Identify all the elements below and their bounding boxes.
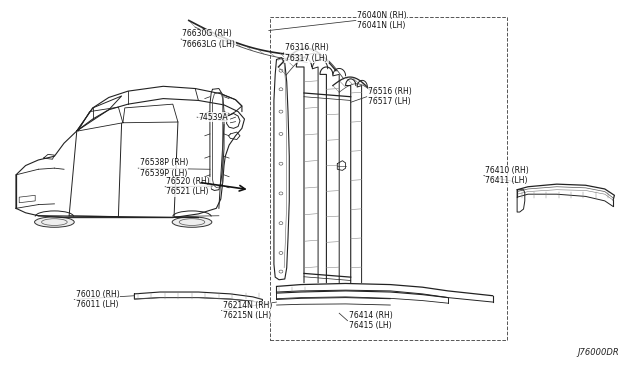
Text: 76214N (RH)
76215N (LH): 76214N (RH) 76215N (LH) — [223, 301, 272, 320]
Text: 76316 (RH)
76317 (LH): 76316 (RH) 76317 (LH) — [285, 43, 328, 62]
Text: 76520 (RH)
76521 (LH): 76520 (RH) 76521 (LH) — [166, 177, 210, 196]
Text: 76010 (RH)
76011 (LH): 76010 (RH) 76011 (LH) — [76, 290, 119, 309]
Ellipse shape — [172, 217, 212, 227]
Text: 76516 (RH)
76517 (LH): 76516 (RH) 76517 (LH) — [368, 87, 412, 106]
Ellipse shape — [35, 217, 74, 227]
Text: 76040N (RH)
76041N (LH): 76040N (RH) 76041N (LH) — [357, 11, 407, 30]
Bar — [270, 17, 507, 340]
Text: 76630G (RH)
76663LG (LH): 76630G (RH) 76663LG (LH) — [182, 29, 236, 49]
Text: 76538P (RH)
76539P (LH): 76538P (RH) 76539P (LH) — [140, 158, 188, 178]
Text: 76414 (RH)
76415 (LH): 76414 (RH) 76415 (LH) — [349, 311, 392, 330]
Text: 74539A: 74539A — [198, 113, 228, 122]
Text: 76410 (RH)
76411 (LH): 76410 (RH) 76411 (LH) — [485, 166, 529, 185]
Text: J76000DR: J76000DR — [578, 348, 620, 357]
